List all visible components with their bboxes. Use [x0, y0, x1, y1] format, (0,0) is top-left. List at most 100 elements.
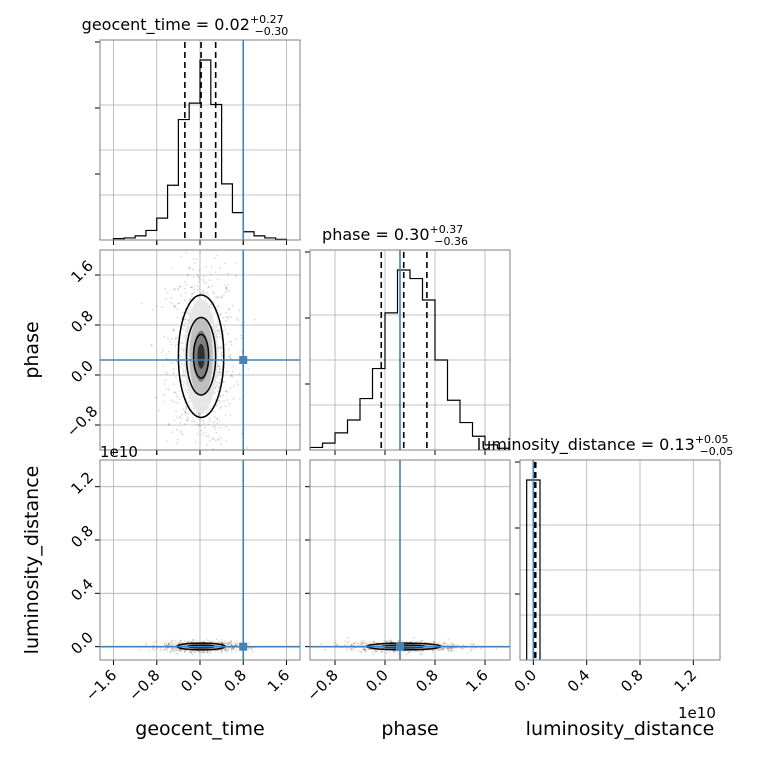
sample-point	[178, 642, 181, 644]
sample-point	[385, 652, 388, 655]
sample-point	[220, 348, 222, 350]
sample-point	[362, 642, 365, 645]
sample-point	[151, 648, 154, 651]
panel-geocent_time-vs-luminosity_distance	[95, 460, 300, 665]
title-text: luminosity_distance = 0.13	[477, 435, 695, 455]
sample-point	[240, 334, 242, 337]
y-axis-label-luminosity_distance: luminosity_distance	[21, 466, 43, 655]
sample-point	[209, 272, 212, 275]
sample-point	[196, 258, 199, 261]
sample-point	[155, 647, 158, 650]
panel-luminosity_distance-hist	[515, 460, 720, 665]
sample-point	[165, 644, 168, 647]
sample-point	[407, 651, 410, 654]
panel-title-phase: phase = 0.30+0.37 −0.36	[322, 223, 468, 248]
histogram-step	[112, 59, 288, 240]
sample-point	[219, 346, 222, 349]
sample-point	[215, 385, 218, 388]
sample-point	[221, 296, 224, 299]
sample-point	[229, 639, 232, 642]
sample-point	[175, 410, 178, 413]
sample-point	[230, 648, 233, 651]
sample-point	[225, 390, 228, 392]
sample-point	[379, 650, 382, 653]
sample-point	[374, 650, 377, 653]
sample-point	[151, 308, 154, 311]
sample-point	[221, 639, 223, 641]
sample-point	[219, 395, 222, 397]
sample-point	[172, 372, 175, 375]
sample-point	[433, 641, 436, 644]
sample-point	[191, 292, 194, 295]
sample-point	[224, 640, 227, 643]
sample-point	[184, 291, 187, 294]
sample-point	[226, 642, 229, 645]
sample-point	[171, 639, 173, 642]
sample-point	[373, 653, 376, 655]
sample-point	[184, 318, 187, 321]
sample-point	[226, 399, 229, 402]
sample-point	[153, 641, 155, 644]
panel-background	[310, 250, 510, 450]
sample-point	[452, 642, 454, 645]
sample-point	[393, 650, 396, 653]
sample-point	[403, 650, 405, 653]
sample-point	[361, 642, 363, 645]
sample-point	[231, 370, 234, 373]
sample-point	[413, 636, 415, 639]
sample-point	[429, 641, 432, 644]
sample-point	[192, 638, 195, 641]
sample-point	[472, 647, 475, 649]
sample-point	[190, 286, 193, 289]
sample-point	[219, 426, 222, 429]
sample-point	[225, 287, 228, 290]
sample-point	[224, 642, 227, 645]
sample-point	[166, 647, 169, 649]
sample-point	[228, 341, 231, 343]
sample-point	[388, 639, 391, 642]
sample-point	[224, 284, 227, 287]
sample-point	[217, 386, 220, 389]
sample-point	[170, 649, 173, 651]
sample-point	[163, 394, 165, 396]
sample-point	[172, 328, 174, 331]
sample-point	[230, 644, 233, 647]
sample-point	[165, 640, 168, 643]
sample-point	[354, 642, 357, 644]
sample-point	[449, 647, 452, 650]
panel-content	[100, 243, 300, 450]
sample-point	[431, 651, 434, 653]
sample-point	[163, 335, 166, 338]
sample-point	[198, 651, 201, 654]
sample-point	[247, 648, 250, 651]
sample-point	[376, 650, 378, 653]
sample-point	[164, 371, 167, 374]
sample-point	[193, 651, 196, 654]
sample-point	[198, 424, 201, 427]
sample-point	[452, 643, 455, 646]
sample-point	[214, 439, 217, 442]
sample-point	[418, 650, 421, 653]
sample-point	[210, 641, 213, 643]
sample-point	[206, 243, 208, 245]
sample-point	[183, 364, 185, 366]
sample-point	[170, 343, 173, 346]
sample-point	[202, 650, 205, 653]
sample-point	[174, 338, 177, 340]
sample-point	[231, 375, 234, 378]
sample-point	[188, 650, 191, 653]
sample-point	[189, 640, 191, 643]
sample-point	[240, 432, 243, 435]
sample-point	[220, 649, 223, 652]
sample-point	[184, 409, 186, 412]
sample-point	[214, 411, 217, 413]
sample-point	[363, 640, 366, 642]
sample-point	[190, 652, 193, 654]
x-tick-label: 0.0	[177, 666, 207, 696]
sample-point	[163, 648, 166, 651]
sample-point	[187, 412, 190, 415]
sample-point	[390, 639, 393, 642]
sample-point	[176, 438, 179, 441]
panel-frame	[309, 249, 511, 451]
sample-point	[164, 288, 167, 290]
